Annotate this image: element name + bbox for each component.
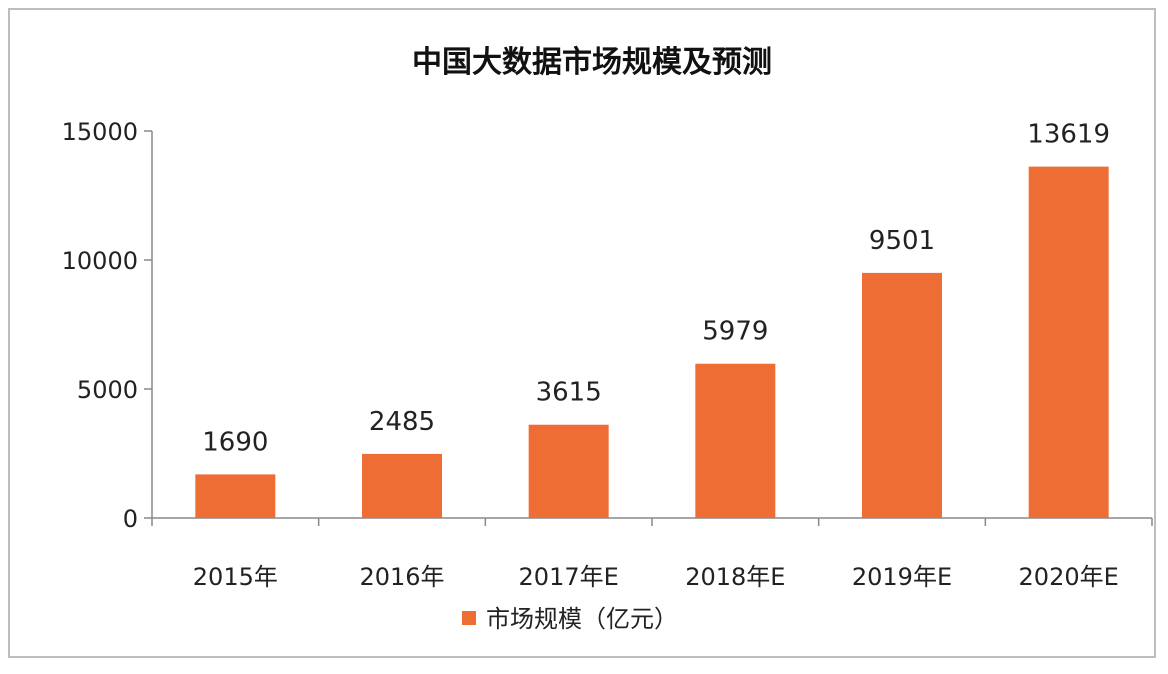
y-axis: 0 5000 10000 15000 bbox=[62, 118, 153, 533]
data-labels: 1690 2485 3615 5979 9501 13619 bbox=[202, 120, 1110, 458]
bar bbox=[195, 474, 276, 518]
x-tick-label: 2015年 bbox=[193, 563, 278, 591]
y-tick-label: 10000 bbox=[62, 247, 138, 275]
x-tick-label: 2020年E bbox=[1019, 563, 1119, 591]
legend-swatch bbox=[462, 611, 476, 625]
x-tick-label: 2017年E bbox=[519, 563, 619, 591]
data-label: 1690 bbox=[202, 427, 268, 457]
chart-title: 中国大数据市场规模及预测 bbox=[412, 45, 772, 80]
legend: 市场规模（亿元） bbox=[462, 605, 678, 633]
y-tick-label: 15000 bbox=[62, 118, 138, 146]
bar bbox=[1028, 166, 1109, 518]
legend-label: 市场规模（亿元） bbox=[486, 605, 678, 633]
bar bbox=[862, 272, 942, 518]
data-label: 5979 bbox=[702, 317, 768, 347]
data-label: 2485 bbox=[369, 407, 435, 437]
data-label: 13619 bbox=[1027, 120, 1110, 150]
data-label: 9501 bbox=[869, 226, 935, 256]
x-tick-label: 2018年E bbox=[685, 563, 785, 591]
x-tick-label: 2019年E bbox=[852, 563, 952, 591]
chart-frame bbox=[8, 8, 1156, 658]
bar bbox=[528, 424, 609, 518]
bar bbox=[695, 363, 776, 518]
bars bbox=[195, 166, 1109, 518]
x-tick-label: 2016年 bbox=[359, 563, 444, 591]
x-axis: 2015年 2016年 2017年E 2018年E 2019年E 2020年E bbox=[151, 517, 1153, 591]
data-label: 3615 bbox=[536, 378, 602, 408]
y-tick-label: 0 bbox=[123, 505, 138, 533]
y-tick-label: 5000 bbox=[77, 376, 138, 404]
bar bbox=[362, 453, 442, 518]
